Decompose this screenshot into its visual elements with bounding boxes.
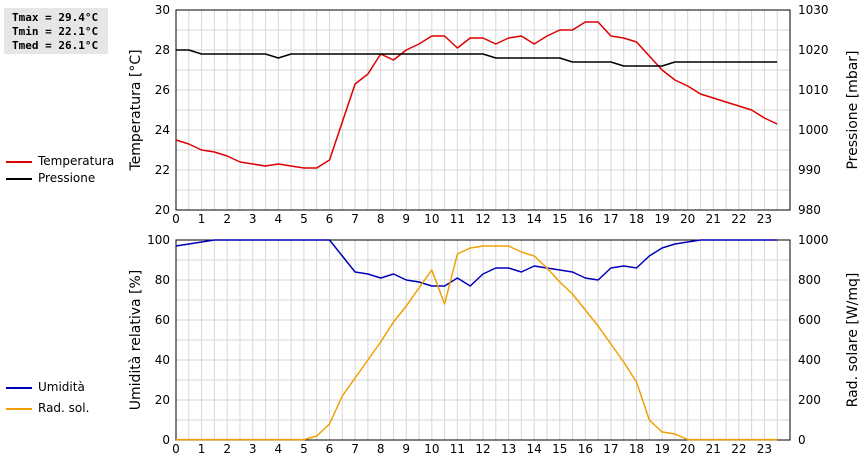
chart2-xtick-label: 14: [527, 442, 542, 456]
chart2-y2tick-label: 400: [798, 353, 821, 367]
legend-swatch-pressione: [6, 178, 32, 180]
legend-swatch-rad-sol: [6, 408, 32, 410]
chart2-xtick-label: 18: [629, 442, 644, 456]
chart2-xtick-label: 7: [351, 442, 359, 456]
chart2-ytick-label: 0: [162, 433, 170, 447]
chart1-ytick-label: 26: [155, 83, 170, 97]
chart2-frame: [175, 239, 791, 441]
chart1-xtick-label: 8: [377, 212, 385, 226]
chart1-y2tick-label: 1000: [798, 123, 829, 137]
chart1-ytick-label: 20: [155, 203, 170, 217]
chart1-xtick-label: 14: [527, 212, 542, 226]
chart2-xtick-label: 9: [402, 442, 410, 456]
chart2-xtick-label: 19: [654, 442, 669, 456]
legend-label-rad-sol: Rad. sol.: [38, 401, 90, 415]
legend-swatch-umidita: [6, 387, 32, 389]
chart2-xtick-label: 16: [578, 442, 593, 456]
chart1-ytick-label: 24: [155, 123, 170, 137]
chart1-xtick-label: 4: [275, 212, 283, 226]
chart1-xtick-label: 10: [424, 212, 439, 226]
chart1-ytick-label: 30: [155, 3, 170, 17]
chart1-xtick-label: 19: [654, 212, 669, 226]
chart1-xtick-label: 0: [172, 212, 180, 226]
chart2-xtick-label: 5: [300, 442, 308, 456]
chart1-ytick-label: 22: [155, 163, 170, 177]
chart1-xtick-label: 23: [757, 212, 772, 226]
chart1-xtick-label: 18: [629, 212, 644, 226]
chart1-y2tick-label: 990: [798, 163, 821, 177]
chart1-series-temperatura-line: [175, 21, 778, 169]
chart2-y2tick-label: 600: [798, 313, 821, 327]
chart1-xtick-label: 1: [198, 212, 206, 226]
chart2-xtick-label: 23: [757, 442, 772, 456]
chart1-frame: [175, 9, 791, 211]
chart2-y2tick-label: 0: [798, 433, 806, 447]
chart1-y2tick-label: 1020: [798, 43, 829, 57]
chart2-y2tick-label: 800: [798, 273, 821, 287]
chart2-ytick-label: 100: [147, 233, 170, 247]
chart1-xtick-label: 9: [402, 212, 410, 226]
chart2-series-umidit-line: [175, 239, 778, 287]
chart1-series-pressione-line: [176, 49, 778, 67]
chart1-xtick-label: 2: [223, 212, 231, 226]
chart1-y2tick-label: 1030: [798, 3, 829, 17]
chart2-xtick-label: 21: [706, 442, 721, 456]
legend-label-temperatura: Temperatura: [38, 154, 115, 168]
chart2-xtick-label: 8: [377, 442, 385, 456]
chart2-xtick-label: 13: [501, 442, 516, 456]
chart2-xtick-label: 0: [172, 442, 180, 456]
chart2-xtick-label: 20: [680, 442, 695, 456]
chart2-xtick-label: 15: [552, 442, 567, 456]
chart2-ylabel: Umidità relativa [%]: [128, 270, 144, 411]
chart2-ytick-label: 40: [155, 353, 170, 367]
chart2-ytick-label: 60: [155, 313, 170, 327]
tmin-stat: Tmin = 22.1°C: [12, 25, 99, 38]
chart1-xtick-label: 11: [450, 212, 465, 226]
chart1-xtick-label: 5: [300, 212, 308, 226]
chart1-xtick-label: 15: [552, 212, 567, 226]
chart1-xtick-label: 3: [249, 212, 257, 226]
chart2-y2tick-label: 1000: [798, 233, 829, 247]
chart1-y2tick-label: 980: [798, 203, 821, 217]
chart2-ytick-label: 80: [155, 273, 170, 287]
chart2-xtick-label: 4: [275, 442, 283, 456]
legend-swatch-temperatura: [6, 161, 32, 163]
chart1-xtick-label: 17: [603, 212, 618, 226]
chart2-xtick-label: 17: [603, 442, 618, 456]
chart1-xtick-label: 16: [578, 212, 593, 226]
chart1-xtick-label: 21: [706, 212, 721, 226]
tmax-stat: Tmax = 29.4°C: [12, 11, 99, 24]
chart1-xtick-label: 7: [351, 212, 359, 226]
chart2-series-rad-sol-line: [176, 245, 778, 441]
chart2-xtick-label: 3: [249, 442, 257, 456]
tmed-stat: Tmed = 26.1°C: [12, 39, 99, 52]
chart2-xtick-label: 10: [424, 442, 439, 456]
chart2-xtick-label: 22: [731, 442, 746, 456]
chart1-xtick-label: 20: [680, 212, 695, 226]
chart1-y2label: Pressione [mbar]: [845, 50, 860, 169]
legend-label-umidita: Umidità: [38, 380, 85, 394]
legend-label-pressione: Pressione: [38, 171, 96, 185]
chart1-xtick-label: 6: [326, 212, 334, 226]
chart2-y2label: Rad. solare [W/mq]: [845, 273, 860, 408]
chart2-xtick-label: 2: [223, 442, 231, 456]
chart1-xtick-label: 13: [501, 212, 516, 226]
chart1-xtick-label: 22: [731, 212, 746, 226]
chart1-y2tick-label: 1010: [798, 83, 829, 97]
chart2-xtick-label: 11: [450, 442, 465, 456]
chart2-xtick-label: 1: [198, 442, 206, 456]
chart2-y2tick-label: 200: [798, 393, 821, 407]
chart1-ylabel: Temperatura [°C]: [128, 49, 144, 171]
chart2-xtick-label: 12: [475, 442, 490, 456]
chart1-ytick-label: 28: [155, 43, 170, 57]
chart2-ytick-label: 20: [155, 393, 170, 407]
chart2-xtick-label: 6: [326, 442, 334, 456]
chart1-xtick-label: 12: [475, 212, 490, 226]
stats-box: Tmax = 29.4°C Tmin = 22.1°C Tmed = 26.1°…: [4, 8, 108, 54]
